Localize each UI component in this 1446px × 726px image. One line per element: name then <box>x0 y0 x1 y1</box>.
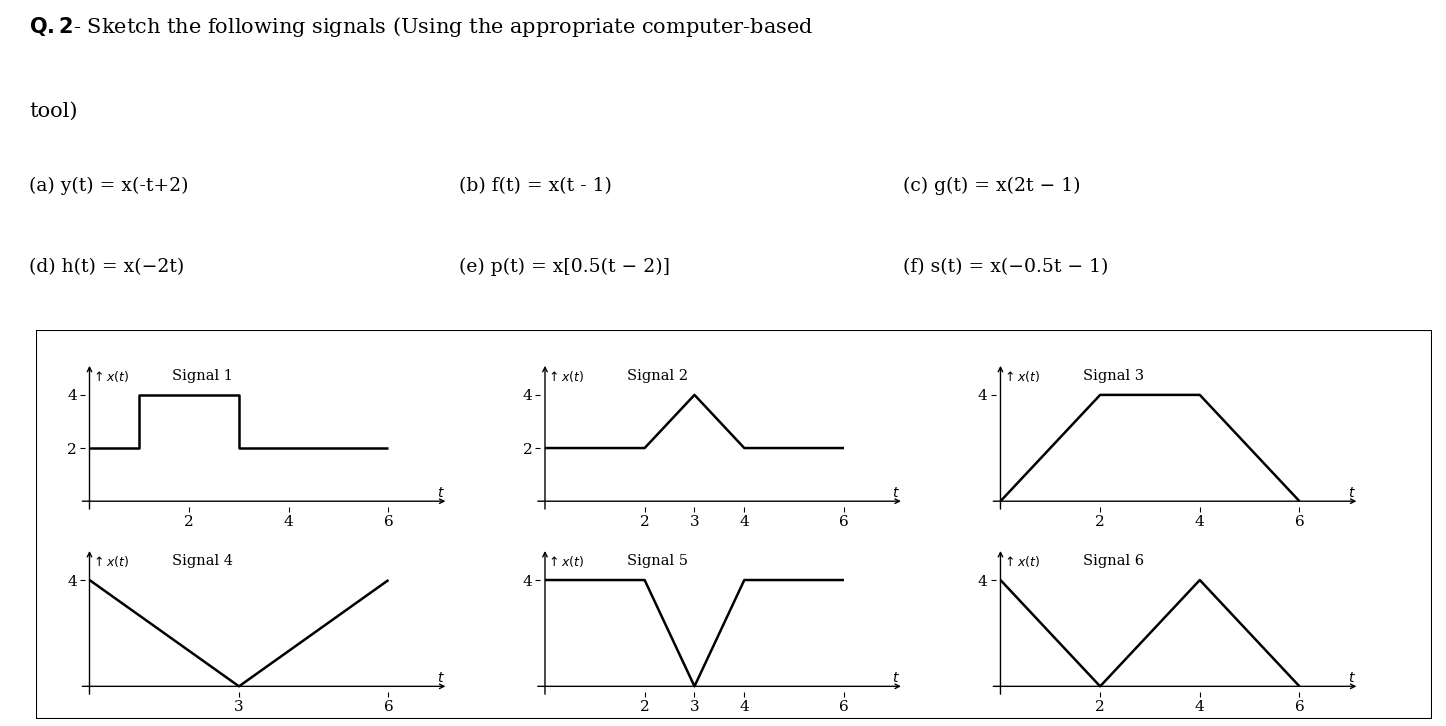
Text: $t$: $t$ <box>892 671 901 685</box>
Text: Signal 5: Signal 5 <box>628 554 688 568</box>
Text: $t$: $t$ <box>437 671 445 685</box>
Text: Signal 4: Signal 4 <box>172 554 233 568</box>
Text: $\uparrow x(t)$: $\uparrow x(t)$ <box>91 554 129 568</box>
Text: (e) p(t) = x[0.5(t − 2)]: (e) p(t) = x[0.5(t − 2)] <box>460 258 671 277</box>
Text: (c) g(t) = x(2t − 1): (c) g(t) = x(2t − 1) <box>904 177 1082 195</box>
Text: Signal 1: Signal 1 <box>172 369 233 383</box>
Text: Signal 3: Signal 3 <box>1083 369 1144 383</box>
Text: (a) y(t) = x(-t+2): (a) y(t) = x(-t+2) <box>29 177 188 195</box>
Text: $\uparrow x(t)$: $\uparrow x(t)$ <box>1002 369 1040 383</box>
Text: $t$: $t$ <box>1348 671 1356 685</box>
Text: $t$: $t$ <box>437 486 445 500</box>
Text: $\bf{Q.2}$- Sketch the following signals (Using the appropriate computer-based: $\bf{Q.2}$- Sketch the following signals… <box>29 15 813 38</box>
Text: $\uparrow x(t)$: $\uparrow x(t)$ <box>1002 554 1040 568</box>
Text: $\uparrow x(t)$: $\uparrow x(t)$ <box>547 554 584 568</box>
Text: $\uparrow x(t)$: $\uparrow x(t)$ <box>547 369 584 383</box>
Text: tool): tool) <box>29 102 78 121</box>
Text: (b) f(t) = x(t - 1): (b) f(t) = x(t - 1) <box>460 177 612 195</box>
Text: Signal 6: Signal 6 <box>1083 554 1144 568</box>
Text: Signal 2: Signal 2 <box>628 369 688 383</box>
Text: $\uparrow x(t)$: $\uparrow x(t)$ <box>91 369 129 383</box>
Text: $t$: $t$ <box>1348 486 1356 500</box>
Text: (d) h(t) = x(−2t): (d) h(t) = x(−2t) <box>29 258 184 276</box>
Text: $t$: $t$ <box>892 486 901 500</box>
Text: (f) s(t) = x(−0.5t − 1): (f) s(t) = x(−0.5t − 1) <box>904 258 1109 276</box>
